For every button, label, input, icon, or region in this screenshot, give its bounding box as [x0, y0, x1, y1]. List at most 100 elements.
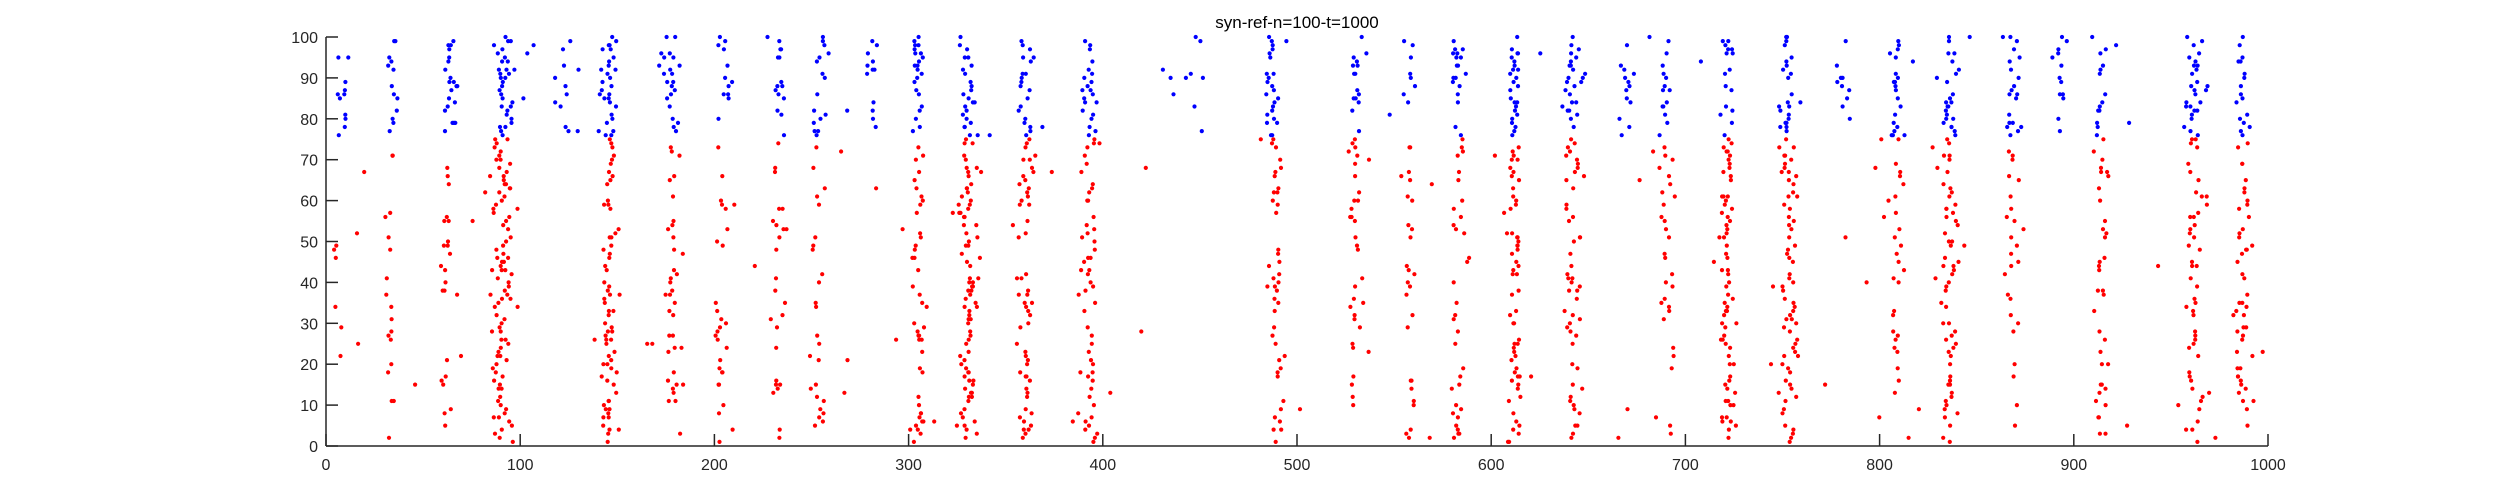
spike-point: [1657, 165, 1662, 170]
spike-point: [1962, 243, 1967, 248]
spike-point: [2195, 108, 2200, 113]
spike-point: [964, 366, 969, 371]
spike-point: [1517, 423, 1522, 428]
spike-point: [1891, 79, 1896, 85]
spike-point: [2240, 96, 2245, 101]
spike-point: [442, 108, 448, 113]
spike-point: [917, 366, 923, 371]
spike-point: [1569, 263, 1574, 269]
spike-point: [1511, 268, 1516, 273]
spike-point: [1511, 67, 1516, 72]
spike-point: [612, 349, 617, 354]
spike-point: [1572, 169, 1577, 175]
spike-point: [493, 137, 498, 142]
spike-point: [913, 423, 919, 428]
spike-point: [1364, 51, 1369, 56]
spike-point: [1791, 218, 1796, 224]
spike-point: [2008, 34, 2013, 40]
spike-point: [663, 292, 668, 297]
spike-point: [497, 435, 502, 440]
spike-point: [972, 419, 977, 424]
spike-point: [448, 75, 453, 80]
spike-point: [1947, 141, 1952, 146]
spike-point: [2191, 308, 2196, 314]
spike-point: [959, 362, 964, 367]
spike-point: [2188, 169, 2193, 175]
spike-point: [497, 325, 502, 330]
spike-point: [1511, 186, 1516, 191]
spike-point: [1662, 145, 1667, 150]
spike-point: [964, 108, 969, 113]
spike-point: [716, 116, 721, 121]
spike-point: [2240, 272, 2245, 277]
spike-point: [962, 55, 967, 60]
spike-point: [1458, 55, 1463, 60]
spike-point: [920, 55, 925, 60]
spike-point: [2191, 214, 2196, 220]
spike-point: [1947, 153, 1952, 158]
spike-point: [1455, 153, 1460, 158]
spike-point: [2186, 243, 2191, 248]
spike-point: [1359, 34, 1364, 40]
spike-point: [966, 243, 971, 248]
spike-point: [1570, 382, 1575, 387]
spike-point: [1662, 218, 1667, 224]
spike-point: [920, 419, 925, 424]
spike-point: [389, 317, 394, 322]
spike-point: [443, 374, 448, 379]
spike-point: [1565, 108, 1570, 113]
spike-point: [1627, 124, 1632, 130]
spike-point: [811, 165, 816, 170]
spike-point: [672, 300, 677, 305]
spike-point: [1895, 124, 1900, 130]
spike-point: [602, 280, 607, 285]
spike-point: [1272, 174, 1277, 179]
spike-point: [969, 390, 975, 395]
spike-point: [515, 206, 520, 211]
spike-point: [504, 169, 509, 175]
spike-point: [781, 96, 787, 101]
spike-point: [2102, 235, 2108, 240]
spike-point: [605, 439, 610, 444]
spike-point: [1023, 145, 1028, 150]
spike-point: [2200, 394, 2205, 399]
spike-point: [822, 43, 827, 48]
spike-point: [1901, 268, 1907, 273]
spike-point: [1571, 124, 1576, 130]
spike-point: [1020, 71, 1025, 76]
spike-point: [495, 276, 500, 281]
spike-point: [603, 263, 608, 269]
spike-point: [354, 231, 360, 236]
spike-point: [445, 239, 451, 244]
spike-point: [2059, 63, 2064, 68]
spike-point: [966, 288, 971, 293]
spike-point: [2098, 67, 2103, 72]
spike-point: [609, 235, 614, 240]
spike-point: [1083, 39, 1088, 44]
spike-point: [1143, 165, 1148, 170]
spike-point: [1352, 137, 1357, 142]
spike-point: [1510, 231, 1515, 236]
spike-point: [1350, 341, 1355, 346]
spike-point: [1723, 325, 1728, 330]
spike-point: [1515, 84, 1521, 89]
spike-point: [1892, 345, 1897, 350]
spike-point: [1572, 407, 1577, 412]
spike-point: [1727, 378, 1732, 383]
spike-point: [1023, 431, 1028, 436]
spike-point: [1509, 174, 1514, 179]
spike-point: [502, 182, 507, 187]
spike-point: [1942, 415, 1947, 420]
spike-point: [1893, 210, 1898, 215]
spike-point: [718, 358, 723, 363]
spike-point: [2050, 55, 2055, 60]
spike-point: [1787, 206, 1792, 211]
spike-point: [1944, 100, 1949, 105]
spike-point: [604, 120, 610, 125]
spike-point: [650, 341, 655, 346]
spike-point: [968, 333, 973, 338]
spike-point: [443, 268, 448, 273]
spike-point: [346, 55, 351, 60]
spike-point: [1953, 71, 1959, 76]
spike-point: [1270, 198, 1275, 203]
